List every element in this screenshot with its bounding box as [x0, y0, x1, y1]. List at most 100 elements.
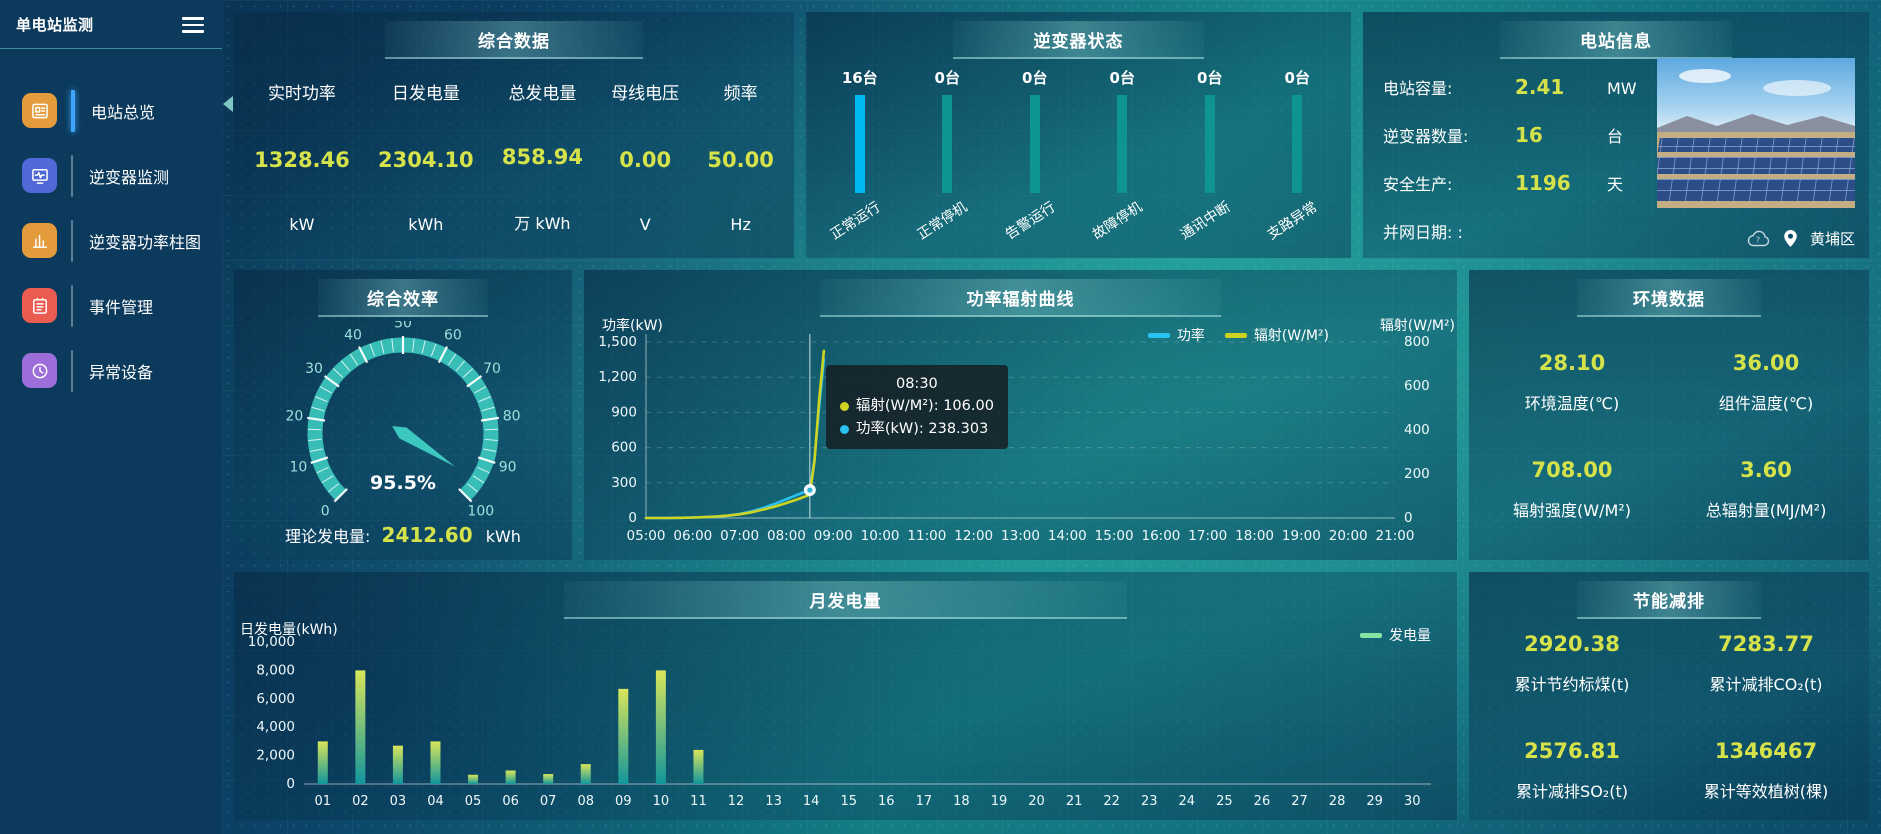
stat-unit: kWh [408, 215, 444, 234]
monthly-chart-legend[interactable]: 发电量 [1360, 625, 1431, 645]
power-curve-legend[interactable]: 功率 辐射(W/M²) [1147, 325, 1329, 345]
inverter-status-bar: 0台 故障停机 [1086, 67, 1158, 258]
panel-energy-savings: 节能减排 2920.38 累计节约标煤(t) 7283.77 累计减排CO₂(t) 25… [1469, 572, 1869, 820]
theoretical-generation-unit: kWh [485, 527, 521, 546]
station-info-footer: ? 黄埔区 [1747, 228, 1855, 249]
status-count: 0台 [1109, 69, 1135, 87]
svg-text:30: 30 [305, 361, 323, 377]
power-curve-chart[interactable]: 0 300 600 900 1,200 1,500 0 200 400 600 800 05:00 06… [584, 318, 1457, 558]
svg-text:400: 400 [1404, 422, 1430, 438]
svg-text:600: 600 [611, 440, 637, 456]
top-row: 综合数据 实时功率 1328.46 kW 日发电量 2304.10 kWh 总发电量 858.… [234, 12, 1869, 258]
monthly-chart-area: 0 2,000 4,000 6,000 8,000 10,000 日发电量(kWh) 01 02… [234, 619, 1457, 820]
svg-text:辐射(W/M²): 辐射(W/M²) [1380, 318, 1455, 334]
panel-environment-title: 环境数据 [1577, 279, 1761, 317]
svg-text:6,000: 6,000 [256, 691, 295, 707]
theoretical-generation: 理论发电量: 2412.60 kWh [234, 523, 572, 547]
menu-toggle-icon[interactable] [182, 13, 204, 37]
info-label: 安全生产: [1383, 175, 1453, 194]
sidebar-item-abnormal-device[interactable]: 异常设备 [0, 343, 222, 399]
sidebar-item-label: 电站总览 [91, 102, 156, 122]
metric: 2576.81 累计减排SO₂(t) [1475, 739, 1669, 802]
legend-item-power[interactable]: 功率 [1147, 325, 1205, 345]
summary-stat: 日发电量 2304.10 kWh [378, 79, 474, 234]
svg-text:26: 26 [1254, 794, 1271, 809]
metric-value: 3.60 [1740, 457, 1792, 482]
event-icon [22, 288, 57, 323]
info-value: 1196 [1515, 171, 1571, 195]
svg-text:600: 600 [1404, 378, 1430, 394]
sidebar-item-inverter-monitor[interactable]: 逆变器监测 [0, 148, 222, 204]
panel-station-info-title: 电站信息 [1499, 21, 1733, 59]
svg-text:09:00: 09:00 [814, 528, 853, 544]
inverter-monitor-icon [22, 158, 57, 193]
stat-value: 1328.46 [254, 147, 350, 172]
metric-label: 累计减排CO₂(t) [1709, 674, 1823, 694]
station-info-row: 并网日期: : [1383, 219, 1869, 243]
status-label: 告警运行 [1002, 199, 1059, 244]
abnormal-device-icon [22, 353, 57, 388]
svg-text:20: 20 [1028, 794, 1045, 809]
info-label: 逆变器数量: [1383, 127, 1469, 146]
svg-text:40: 40 [344, 327, 362, 343]
svg-text:13:00: 13:00 [1001, 528, 1040, 544]
metric: 3.60 总辐射量(MJ/M²) [1669, 458, 1863, 521]
svg-text:900: 900 [611, 404, 637, 420]
sidebar-item-station-overview[interactable]: 电站总览 [0, 83, 222, 139]
sidebar-item-inverter-power-bars[interactable]: 逆变器功率柱图 [0, 213, 222, 269]
stat-unit: Hz [730, 215, 751, 234]
panel-inverter-status: 逆变器状态 16台 正常运行 0台 正常停机 0台 告警运行 0台 故障停机 0台 通讯中断 0台支… [806, 12, 1351, 258]
collapse-sidebar-arrow[interactable] [223, 96, 233, 112]
stat-value: 2304.10 [378, 147, 474, 172]
metric: 28.10 环境温度(℃) [1475, 351, 1669, 414]
location-pin-icon[interactable] [1783, 229, 1798, 248]
svg-text:90: 90 [499, 459, 517, 475]
summary-stat: 实时功率 1328.46 kW [254, 79, 350, 234]
svg-text:07: 07 [540, 794, 557, 809]
efficiency-gauge-chart[interactable]: 0 10 20 30 40 50 60 70 80 90 100 95.5% [243, 321, 563, 527]
svg-text:2,000: 2,000 [256, 748, 295, 764]
metric-label: 组件温度(℃) [1718, 393, 1814, 413]
stat-value: 50.00 [707, 147, 774, 172]
svg-text:11:00: 11:00 [907, 528, 946, 544]
summary-stat: 频率 50.00 Hz [707, 79, 773, 234]
panel-monthly-generation: 月发电量 0 2,000 4,000 6,000 8,000 10,000 日发电量(kWh… [234, 572, 1457, 820]
panel-environment: 环境数据 28.10 环境温度(℃) 36.00 组件温度(℃) 708.00 辐射强度(… [1469, 270, 1869, 560]
svg-text:1,500: 1,500 [598, 334, 637, 350]
sidebar-item-label: 逆变器功率柱图 [89, 232, 202, 252]
tooltip-series-dot [839, 402, 849, 412]
sidebar-item-event-management[interactable]: 事件管理 [0, 278, 222, 334]
svg-text:0: 0 [286, 776, 295, 792]
svg-text:21: 21 [1066, 794, 1083, 809]
svg-text:07:00: 07:00 [720, 528, 759, 544]
metric-label: 辐射强度(W/M²) [1513, 500, 1631, 520]
station-info-row: 逆变器数量: 16 台 [1383, 123, 1869, 147]
svg-text:04: 04 [427, 794, 444, 809]
panel-inverter-status-title: 逆变器状态 [953, 21, 1204, 59]
metric-label: 累计节约标煤(t) [1514, 674, 1630, 694]
svg-text:18:00: 18:00 [1235, 528, 1274, 544]
svg-text:03: 03 [390, 794, 407, 809]
sidebar: 单电站监测 电站总览 逆变器监测 逆变器功率柱图 事件管理 异常设备 [0, 0, 222, 834]
weather-cloud-icon[interactable]: ? [1747, 230, 1771, 247]
metric-label: 累计等效植树(棵) [1703, 781, 1829, 801]
stat-unit: V [639, 215, 651, 234]
stat-value: 858.94 [501, 145, 583, 169]
info-unit: 天 [1607, 175, 1624, 194]
svg-text:22: 22 [1103, 794, 1120, 809]
theoretical-generation-value: 2412.60 [381, 523, 473, 547]
inverter-status-bar: 0台 正常停机 [911, 67, 983, 258]
main-content: 综合数据 实时功率 1328.46 kW 日发电量 2304.10 kWh 总发电量 858.… [222, 0, 1881, 834]
svg-text:70: 70 [483, 361, 501, 377]
status-label: 通讯中断 [1177, 199, 1234, 244]
legend-item-radiation[interactable]: 辐射(W/M²) [1224, 325, 1329, 345]
metric-value: 2576.81 [1524, 738, 1620, 763]
svg-text:12: 12 [728, 794, 745, 809]
legend-item-generation[interactable]: 发电量 [1360, 625, 1431, 645]
tooltip-row: 辐射(W/M²): 106.00 [839, 395, 994, 417]
svg-text:01: 01 [315, 794, 332, 809]
stat-label: 母线电压 [611, 84, 680, 104]
svg-text:18: 18 [953, 794, 970, 809]
chart-tooltip: 08:30 辐射(W/M²): 106.00 功率(kW): 238.303 [825, 365, 1008, 450]
